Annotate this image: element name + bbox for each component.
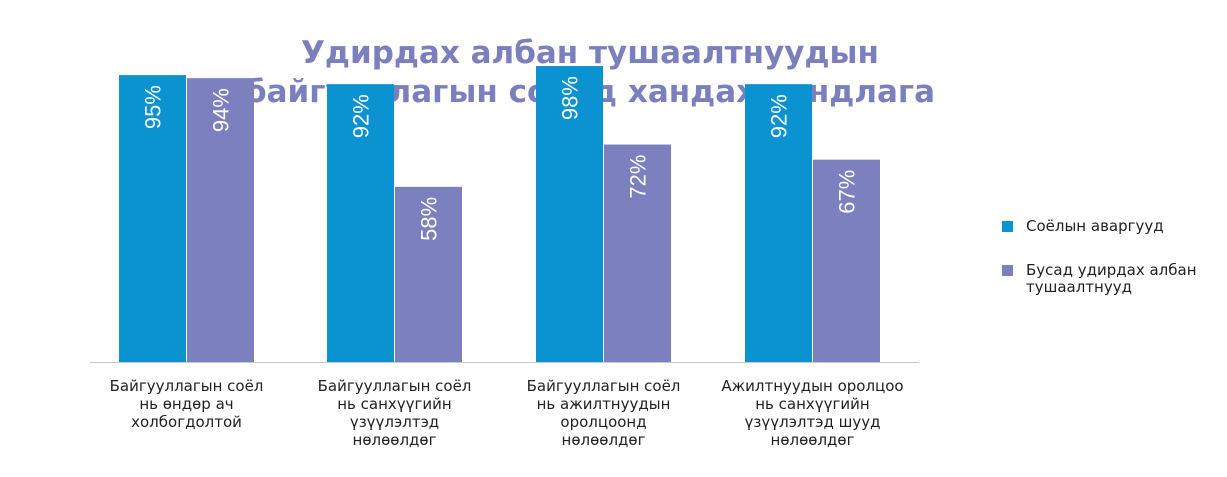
data-label-series-1-cat-1: 58% bbox=[417, 197, 442, 241]
category-label-0-line-0: Байгууллагын соёл bbox=[110, 377, 264, 395]
category-label-2-line-1: нь ажилтнуудын bbox=[537, 395, 671, 413]
legend-item-other-executives: Бусад удирдах албан тушаалтнууд bbox=[1002, 262, 1197, 296]
data-label-series-0-cat-0: 95% bbox=[141, 85, 166, 129]
legend-label-other-executives-line-2: тушаалтнууд bbox=[1026, 278, 1132, 296]
category-label-1-line-1: нь санхүүгийн bbox=[337, 395, 451, 413]
legend-item-champions: Соёлын аваргууд bbox=[1002, 218, 1197, 235]
bar-series-0-cat-2 bbox=[536, 66, 603, 362]
category-label-1: Байгууллагын соёл нь санхүүгийн үзүүлэлтэд… bbox=[318, 377, 472, 449]
legend-label-other-executives-line-1: Бусад удирдах албан bbox=[1026, 261, 1197, 279]
data-label-series-0-cat-1: 92% bbox=[349, 94, 374, 138]
bar-series-0-cat-1 bbox=[327, 84, 394, 362]
legend-swatch-other-executives bbox=[1002, 265, 1013, 276]
data-label-series-1-cat-0: 94% bbox=[209, 88, 234, 132]
category-label-3-line-1: нь санхүүгийн bbox=[755, 395, 869, 413]
data-label-series-1-cat-2: 72% bbox=[626, 155, 651, 199]
category-label-2: Байгууллагын соёл нь ажилтнуудын оролцоонд… bbox=[527, 377, 681, 449]
category-label-3-line-3: нөлөөлдөг bbox=[771, 431, 855, 449]
category-label-1-line-0: Байгууллагын соёл bbox=[318, 377, 472, 395]
bar-series-1-cat-1 bbox=[395, 186, 462, 362]
category-label-0: Байгууллагын соёл нь өндөр ач холбогдолтой bbox=[110, 377, 264, 431]
category-label-0-line-1: нь өндөр ач bbox=[139, 395, 233, 413]
legend: Соёлын аваргууд Бусад удирдах албан туша… bbox=[1002, 218, 1197, 323]
category-label-2-line-3: нөлөөлдөг bbox=[562, 431, 646, 449]
category-label-3-line-0: Ажилтнуудын оролцоо bbox=[721, 377, 903, 395]
data-label-series-1-cat-3: 67% bbox=[835, 170, 860, 214]
data-label-series-0-cat-3: 92% bbox=[767, 94, 792, 138]
legend-swatch-champions bbox=[1002, 221, 1013, 232]
legend-label-champions: Соёлын аваргууд bbox=[1026, 217, 1164, 235]
category-label-3: Ажилтнуудын оролцоо нь санхүүгийн үзүүлэлт… bbox=[721, 377, 903, 449]
category-label-0-line-2: холбогдолтой bbox=[131, 413, 242, 431]
category-label-2-line-0: Байгууллагын соёл bbox=[527, 377, 681, 395]
bar-series-0-cat-0 bbox=[119, 75, 186, 362]
bar-series-1-cat-0 bbox=[187, 78, 254, 363]
category-label-1-line-3: нөлөөлдөг bbox=[353, 431, 437, 449]
category-label-3-line-2: үзүүлэлтэд шууд bbox=[745, 413, 881, 431]
data-label-series-0-cat-2: 98% bbox=[558, 76, 583, 120]
category-label-2-line-2: оролцоонд bbox=[560, 413, 646, 431]
category-label-1-line-2: үзүүлэлтэд bbox=[350, 413, 439, 431]
bar-series-1-cat-3 bbox=[813, 159, 880, 362]
bar-series-1-cat-2 bbox=[604, 144, 671, 362]
chart-title-line-1: Удирдах албан тушаалтнуудын bbox=[301, 35, 879, 71]
bar-series-0-cat-3 bbox=[745, 84, 812, 362]
